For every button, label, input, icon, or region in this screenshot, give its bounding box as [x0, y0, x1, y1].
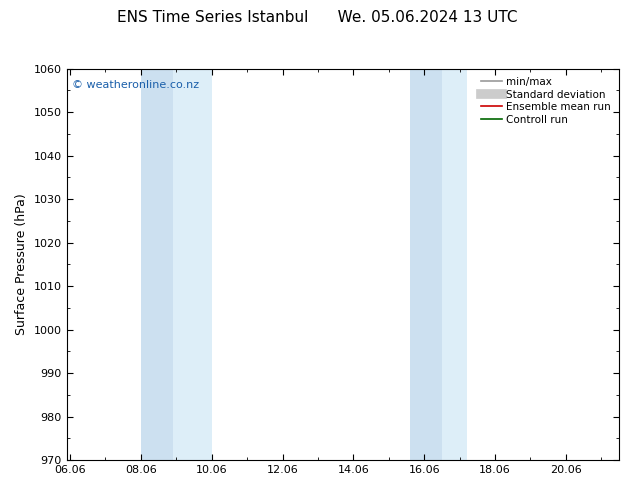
Bar: [141, 69, 173, 460]
Bar: [410, 69, 442, 460]
Text: ENS Time Series Istanbul      We. 05.06.2024 13 UTC: ENS Time Series Istanbul We. 05.06.2024 …: [117, 10, 517, 25]
Y-axis label: Surface Pressure (hPa): Surface Pressure (hPa): [15, 194, 28, 335]
Legend: min/max, Standard deviation, Ensemble mean run, Controll run: min/max, Standard deviation, Ensemble me…: [478, 74, 614, 128]
Text: © weatheronline.co.nz: © weatheronline.co.nz: [72, 80, 199, 90]
Bar: [173, 69, 212, 460]
Bar: [442, 69, 467, 460]
